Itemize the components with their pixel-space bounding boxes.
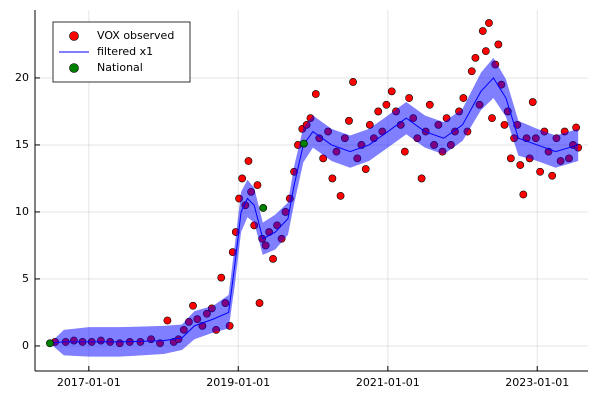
data-point [163,316,172,325]
legend-swatch [69,63,79,73]
y-tick-label: 15 [15,138,29,151]
data-point [349,78,357,86]
data-point [405,94,414,102]
data-point [311,90,320,98]
data-point [506,154,515,163]
data-point [467,67,476,76]
data-point [500,120,509,129]
data-point [528,98,537,106]
data-point [519,190,528,199]
x-tick-label: 2019-01-01 [206,376,270,389]
data-point [481,47,490,56]
data-point [471,53,480,62]
data-point [300,139,308,148]
data-point [516,161,525,169]
data-point [361,165,370,173]
data-point [253,181,262,190]
legend-label: VOX observed [97,29,174,42]
x-tick-label: 2017-01-01 [57,376,121,389]
x-tick-label: 2023-01-01 [505,376,569,389]
data-point [400,147,409,156]
data-point [459,94,468,102]
data-point [259,204,268,212]
data-point [387,87,396,96]
data-point [255,299,264,307]
data-point [244,157,253,165]
line [49,77,579,344]
data-point [217,273,226,282]
ribbon [49,57,579,357]
data-point [189,301,197,310]
data-point [328,174,337,183]
data-point [269,254,277,263]
data-point [536,167,545,176]
y-tick-label: 20 [15,71,29,84]
legend-label: National [97,61,143,74]
legend-label: filtered x1 [97,45,153,58]
data-point [382,100,391,109]
data-point [336,191,345,200]
data-point [425,100,434,109]
x-tick-label: 2021-01-01 [356,376,420,389]
data-point [494,40,503,49]
legend-swatch [69,31,79,41]
data-point [374,107,383,116]
data-point [238,174,247,183]
data-point [485,19,493,27]
data-point [345,116,353,125]
data-point [417,174,426,183]
data-point [488,114,496,123]
data-point [46,339,54,348]
data-point [478,27,487,35]
data-point [548,171,557,180]
y-tick-label: 10 [15,205,29,218]
y-tick-label: 0 [22,339,29,352]
y-tick-label: 5 [22,272,29,285]
